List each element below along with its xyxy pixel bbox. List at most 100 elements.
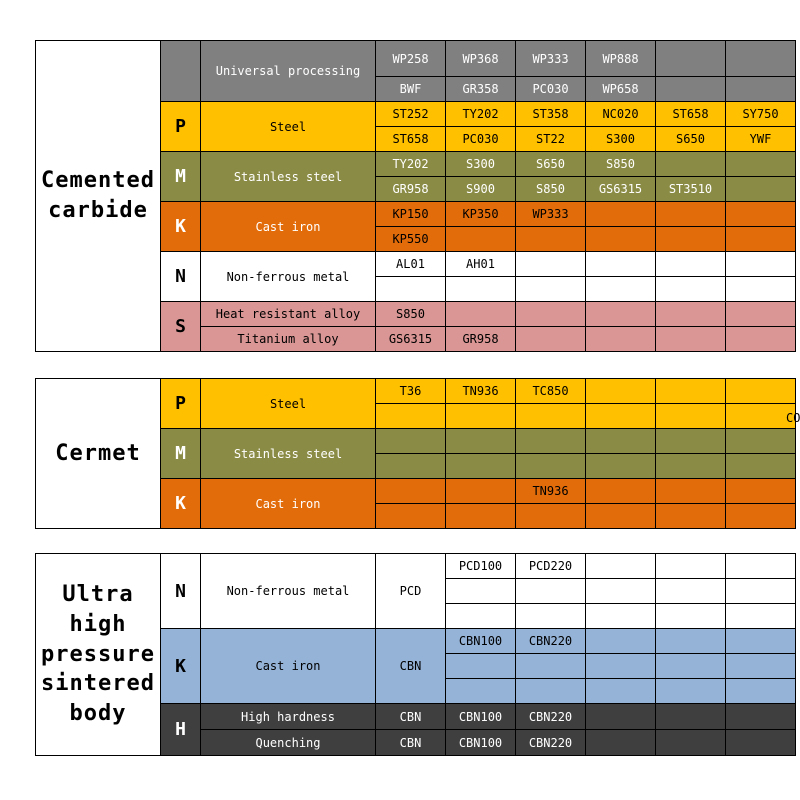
grade-cell — [656, 77, 726, 102]
grade-cell — [726, 379, 796, 404]
grade-cell — [656, 504, 726, 529]
grade-cell — [726, 479, 796, 504]
grade-cell — [726, 604, 796, 629]
grade-cell — [726, 629, 796, 654]
grade-cell: GR358 — [446, 77, 516, 102]
grade-cell — [656, 277, 726, 302]
material-label-steel: Steel — [201, 102, 376, 152]
category-title-cemented-carbide: Cemented carbide — [36, 41, 161, 352]
grade-cell — [376, 429, 446, 454]
grade-cell — [376, 479, 446, 504]
grade-cell — [656, 404, 726, 429]
grade-cell — [446, 604, 516, 629]
iso-letter-k: K — [161, 629, 201, 704]
grade-cell — [446, 679, 516, 704]
material-label-non-ferrous: Non-ferrous metal — [201, 252, 376, 302]
grade-cell: WP888 — [586, 41, 656, 77]
grade-cell: ST358 — [516, 102, 586, 127]
grade-cell: TC850 — [516, 379, 586, 404]
material-label-titanium-alloy: Titanium alloy — [201, 327, 376, 352]
material-label-high-hardness: High hardness — [201, 704, 376, 730]
grade-cell: ST658 — [656, 102, 726, 127]
grade-cell — [516, 654, 586, 679]
grade-cell — [446, 479, 516, 504]
material-type-cbn: CBN — [376, 629, 446, 704]
grade-cell — [446, 504, 516, 529]
grade-cell: GS6315 — [586, 177, 656, 202]
iso-letter-m: M — [161, 429, 201, 479]
grade-cell — [656, 41, 726, 77]
iso-letter-universal — [161, 41, 201, 102]
grade-cell — [586, 302, 656, 327]
grade-cell: PC030 — [516, 77, 586, 102]
material-label-steel: Steel — [201, 379, 376, 429]
grade-cell: CBN — [376, 730, 446, 756]
grade-cell — [516, 252, 586, 277]
grade-cell — [726, 454, 796, 479]
grade-cell — [586, 277, 656, 302]
grade-cell — [446, 429, 516, 454]
grade-cell: ST22 — [516, 127, 586, 152]
material-type-pcd: PCD — [376, 554, 446, 629]
grade-cell: TY202 — [446, 102, 516, 127]
grade-cell — [656, 679, 726, 704]
grade-cell — [586, 730, 656, 756]
grade-cell — [726, 277, 796, 302]
grade-cell — [726, 704, 796, 730]
cemented-carbide-table: Cemented carbide Universal processing WP… — [35, 40, 796, 352]
grade-cell: PCD220 — [516, 554, 586, 579]
grade-cell — [516, 604, 586, 629]
grade-cell — [656, 429, 726, 454]
grade-cell — [376, 454, 446, 479]
grade-cell: CBN — [376, 704, 446, 730]
grade-cell — [656, 554, 726, 579]
material-label-non-ferrous: Non-ferrous metal — [201, 554, 376, 629]
grade-cell — [656, 704, 726, 730]
grade-cell: WP333 — [516, 202, 586, 227]
grade-cell: GS6315 — [376, 327, 446, 352]
grade-cell — [726, 202, 796, 227]
grade-cell — [586, 679, 656, 704]
grade-cell: CBN100 — [446, 730, 516, 756]
grade-cell — [656, 629, 726, 654]
grade-cell — [586, 579, 656, 604]
grade-cell — [656, 327, 726, 352]
grade-cell — [586, 227, 656, 252]
grade-cell — [586, 704, 656, 730]
grade-cell — [586, 379, 656, 404]
grade-cell: ST252 — [376, 102, 446, 127]
grade-cell: S650 — [656, 127, 726, 152]
material-label-quenching: Quenching — [201, 730, 376, 756]
grade-cell — [446, 654, 516, 679]
grade-cell — [516, 277, 586, 302]
grade-cell — [586, 429, 656, 454]
grade-cell — [656, 252, 726, 277]
grade-cell — [516, 504, 586, 529]
grade-cell — [726, 227, 796, 252]
grade-cell-cutoff: CO — [786, 411, 800, 425]
grade-cell — [586, 202, 656, 227]
iso-letter-n: N — [161, 252, 201, 302]
category-title-cermet: Cermet — [36, 379, 161, 529]
material-label-universal: Universal processing — [201, 41, 376, 102]
grade-cell: YWF — [726, 127, 796, 152]
grade-cell: WP658 — [586, 77, 656, 102]
grade-cell — [726, 679, 796, 704]
grade-cell — [516, 327, 586, 352]
grade-cell — [726, 429, 796, 454]
grade-cell: WP333 — [516, 41, 586, 77]
grade-cell: S300 — [446, 152, 516, 177]
grade-cell: S650 — [516, 152, 586, 177]
iso-letter-m: M — [161, 152, 201, 202]
grade-cell — [726, 41, 796, 77]
grade-cell: GR958 — [446, 327, 516, 352]
material-label-cast-iron: Cast iron — [201, 479, 376, 529]
grade-cell — [586, 604, 656, 629]
grade-cell — [446, 579, 516, 604]
material-label-heat-resistant-alloy: Heat resistant alloy — [201, 302, 376, 327]
grade-cell — [446, 302, 516, 327]
grade-cell: ST658 — [376, 127, 446, 152]
grade-cell: TY202 — [376, 152, 446, 177]
grade-cell — [586, 327, 656, 352]
grade-cell: TN936 — [516, 479, 586, 504]
